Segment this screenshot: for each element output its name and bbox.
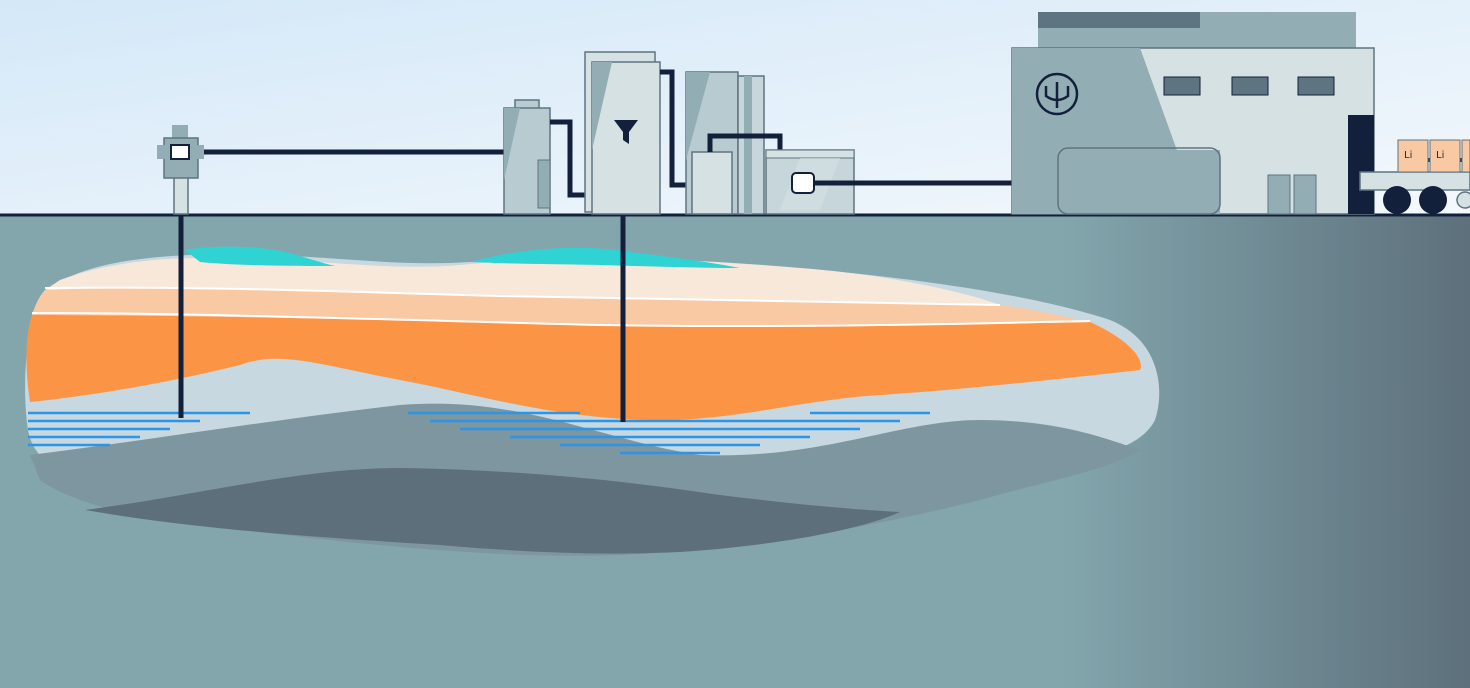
factory-window [1231,76,1269,96]
slate-layer [85,468,900,554]
well-head-icon [157,125,204,215]
factory-window [1297,76,1335,96]
layer-separator-1 [44,286,1001,306]
truck: Li Li [1359,139,1470,214]
lithium-box-icon: Li [1397,139,1429,173]
teal-layer-left [185,246,335,266]
brine-lines-left [28,411,250,447]
teal-layer-right [470,247,740,268]
lithium-box-icon: Li [1429,139,1461,173]
cream-layer [45,257,1000,305]
funnel-icon [614,120,638,144]
truck-wheel [1419,186,1447,214]
brine-lines-right [408,411,930,455]
factory-door [1293,174,1317,215]
processing-plant [503,51,855,215]
trident-logo-icon [1035,72,1079,116]
factory-window [1163,76,1201,96]
layer-separator-2 [31,312,1091,328]
svg-text:Li: Li [1404,150,1412,161]
svg-text:Li: Li [1436,150,1444,161]
factory [1011,12,1375,215]
truck-wheel [1383,186,1411,214]
factory-door [1267,174,1291,215]
underground-reservoir [25,246,1160,556]
orange-layer [26,315,1141,420]
